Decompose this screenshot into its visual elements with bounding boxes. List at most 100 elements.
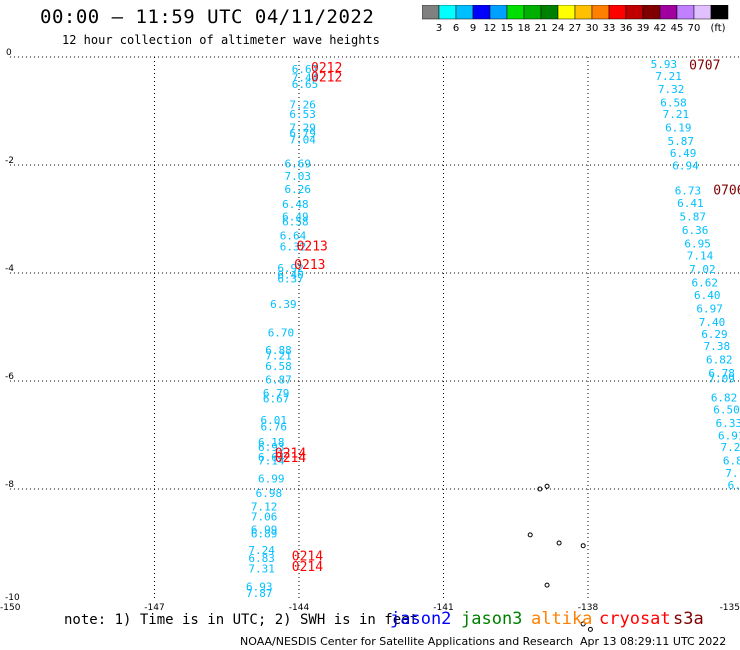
- wave-height-value: 5.87: [680, 211, 707, 224]
- island-outline: [587, 626, 593, 632]
- wave-height-value: 6.39: [270, 298, 297, 311]
- colorbar-label: 21: [535, 23, 548, 34]
- pass-time-label: 0213: [294, 258, 325, 273]
- wave-height-value: 6.95: [684, 238, 711, 251]
- lon-tick-label: -144: [289, 603, 310, 613]
- wave-height-value: 6.48: [282, 198, 309, 211]
- wave-height-value: 7.28: [720, 441, 740, 454]
- pass-time-label: 0707: [689, 58, 720, 73]
- credit-line: NOAA/NESDIS Center for Satellite Applica…: [240, 635, 574, 648]
- colorbar-label: 45: [671, 23, 684, 34]
- wave-height-value: 6.53: [289, 108, 316, 121]
- lon-tick-label: -147: [144, 603, 164, 613]
- island-outline: [580, 543, 586, 549]
- wave-height-value: 6.65: [292, 78, 319, 91]
- wave-height-value: 6.86: [723, 455, 740, 468]
- lat-tick-label: -8: [5, 480, 14, 490]
- wave-height-value: 6.67: [263, 393, 290, 406]
- wave-height-value: 6.26: [285, 183, 312, 196]
- wave-height-value: 7.02: [689, 263, 716, 276]
- pass-time-label: 0213: [297, 239, 328, 254]
- wave-height-value: 6.88: [265, 344, 292, 357]
- wave-height-value: 6.79: [263, 387, 290, 400]
- colorbar-label: 18: [518, 23, 531, 34]
- wave-height-value: 6.40: [277, 268, 304, 281]
- lat-tick-label: -4: [5, 264, 14, 274]
- pass-time-label: 0214: [292, 549, 323, 564]
- colorbar-label: 36: [620, 23, 633, 34]
- lon-tick-label: -135: [720, 603, 740, 613]
- wave-height-value: 6.79: [289, 127, 316, 140]
- colorbar-label: 3: [436, 23, 442, 34]
- wave-height-value: 6.64: [258, 451, 285, 464]
- legend-jason2: jason2: [390, 609, 452, 629]
- island-outline: [580, 621, 586, 627]
- page-subtitle: 12 hour collection of altimeter wave hei…: [62, 33, 380, 47]
- wave-height-value: 6.62: [692, 277, 719, 290]
- wave-height-value: 6.82: [706, 354, 733, 367]
- legend-cryosat: cryosat: [599, 609, 671, 629]
- wave-height-value: 7.38: [704, 340, 731, 353]
- island-outline: [537, 486, 543, 492]
- colorbar-label: 12: [484, 23, 497, 34]
- wave-height-value: 6.91: [718, 429, 740, 442]
- wave-height-value: 7.40: [699, 316, 726, 329]
- wave-height-value: 6.36: [682, 224, 709, 237]
- lat-tick-label: -10: [5, 593, 20, 603]
- wave-height-value: 6.78: [708, 367, 735, 380]
- wave-height-value: 7.87: [246, 587, 273, 600]
- pass-time-label: 0214: [292, 560, 323, 575]
- wave-height-value: 6.58: [282, 215, 309, 228]
- wave-height-value: 7.26: [289, 98, 316, 111]
- island-outline: [544, 483, 550, 489]
- wave-height-value: 6.32: [280, 240, 307, 253]
- wave-height-value: 7.21: [663, 108, 690, 121]
- wave-height-value: 6.33: [716, 417, 740, 430]
- wave-height-value: 7.15: [725, 467, 740, 480]
- lat-tick-label: -2: [5, 156, 14, 166]
- wave-height-value: 5.87: [667, 135, 694, 148]
- wave-height-value: 6.41: [677, 197, 704, 210]
- wave-height-value: 7.03: [285, 170, 312, 183]
- colorbar-label: 24: [552, 23, 565, 34]
- wave-height-value: 7.14: [687, 250, 714, 263]
- lon-tick-label: -141: [433, 603, 453, 613]
- generated-timestamp: Apr 13 08:29:11 UTC 2022: [580, 635, 727, 648]
- wave-height-value: 7.21: [265, 349, 292, 362]
- pass-time-label: 0214: [275, 451, 306, 466]
- wave-height-value: 6.64: [280, 230, 307, 243]
- wave-height-value: 6.50: [713, 403, 740, 416]
- wave-height-value: 6.29: [701, 328, 728, 341]
- wave-height-value: 6.69: [285, 158, 312, 171]
- legend-jason3: jason3: [461, 609, 523, 629]
- wave-height-value: 7.31: [248, 563, 274, 576]
- wave-height-value: 6.40: [694, 289, 721, 302]
- wave-height-value: 6.70: [268, 327, 295, 340]
- colorbar-label: 27: [569, 23, 582, 34]
- wave-height-value: 7.29: [289, 122, 316, 135]
- wave-height-value: 6.89: [251, 528, 277, 541]
- wave-height-value: 6.99: [251, 523, 277, 536]
- colorbar-label: 30: [586, 23, 599, 34]
- colorbar-unit: (ft): [710, 23, 725, 34]
- wave-height-value: 6.92: [277, 262, 304, 275]
- wave-height-value: 6.01: [260, 414, 287, 427]
- wave-height-value: 6.83: [248, 552, 274, 565]
- wave-height-value: 6.99: [728, 479, 740, 492]
- wave-height-value: 6.58: [660, 97, 687, 110]
- pass-time-label: 0214: [275, 447, 306, 462]
- wave-height-value: 6.49: [282, 211, 309, 224]
- wave-height-value: 6.18: [258, 436, 285, 449]
- legend-altika: altika: [531, 609, 593, 629]
- lon-tick-label: -138: [578, 603, 599, 613]
- colorbar-label: 9: [470, 23, 476, 34]
- wave-height-colorbar: 3 6 9 12 15 18 21 24 27 30 33 36 39 42 45 70 (ft): [422, 5, 729, 34]
- colorbar-label: 39: [637, 23, 650, 34]
- colorbar-label: 6: [453, 23, 459, 34]
- wave-height-value: 6.97: [696, 302, 723, 315]
- wave-height-value: 6.98: [256, 487, 283, 500]
- island-outline: [556, 540, 562, 546]
- wave-height-value: 6.94: [672, 159, 699, 172]
- wave-height-value: 6.73: [675, 185, 702, 198]
- colorbar-label: 33: [603, 23, 616, 34]
